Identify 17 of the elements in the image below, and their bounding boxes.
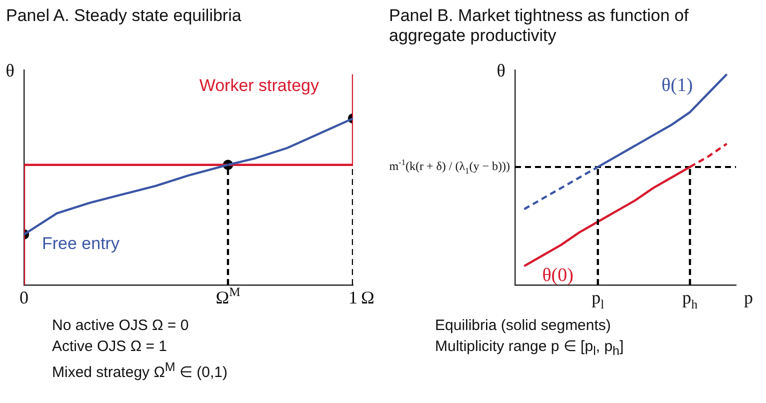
text: No active OJS Ω = 0	[52, 316, 190, 336]
text: Mixed strategy Ω$^{M}$ ∈ (0,1)	[52, 359, 229, 383]
series-label: Free entry	[42, 234, 120, 254]
y-axis-title: θ	[6, 60, 14, 81]
x-tick-label: 0	[20, 288, 28, 308]
x-axis-title: Ω	[361, 288, 374, 308]
text: Multiplicity range p ∈ [p$_{l}$, p$_{h}$]	[435, 337, 625, 360]
series-label: Worker strategy	[199, 76, 320, 95]
y-axis-title: θ	[496, 60, 506, 81]
series-label: θ(1)	[662, 75, 693, 96]
x-tick-label: 1	[348, 288, 358, 308]
x-axis-title: p	[744, 288, 753, 308]
chart-title: Panel B. Market tightness as function of aggregate productivity	[388, 5, 690, 47]
chart-title: Panel A. Steady state equilibria	[5, 5, 242, 27]
series-label: θ(0)	[542, 265, 574, 286]
text: Equilibria (solid segments)	[435, 316, 612, 336]
text: Active OJS Ω = 1	[52, 337, 168, 357]
